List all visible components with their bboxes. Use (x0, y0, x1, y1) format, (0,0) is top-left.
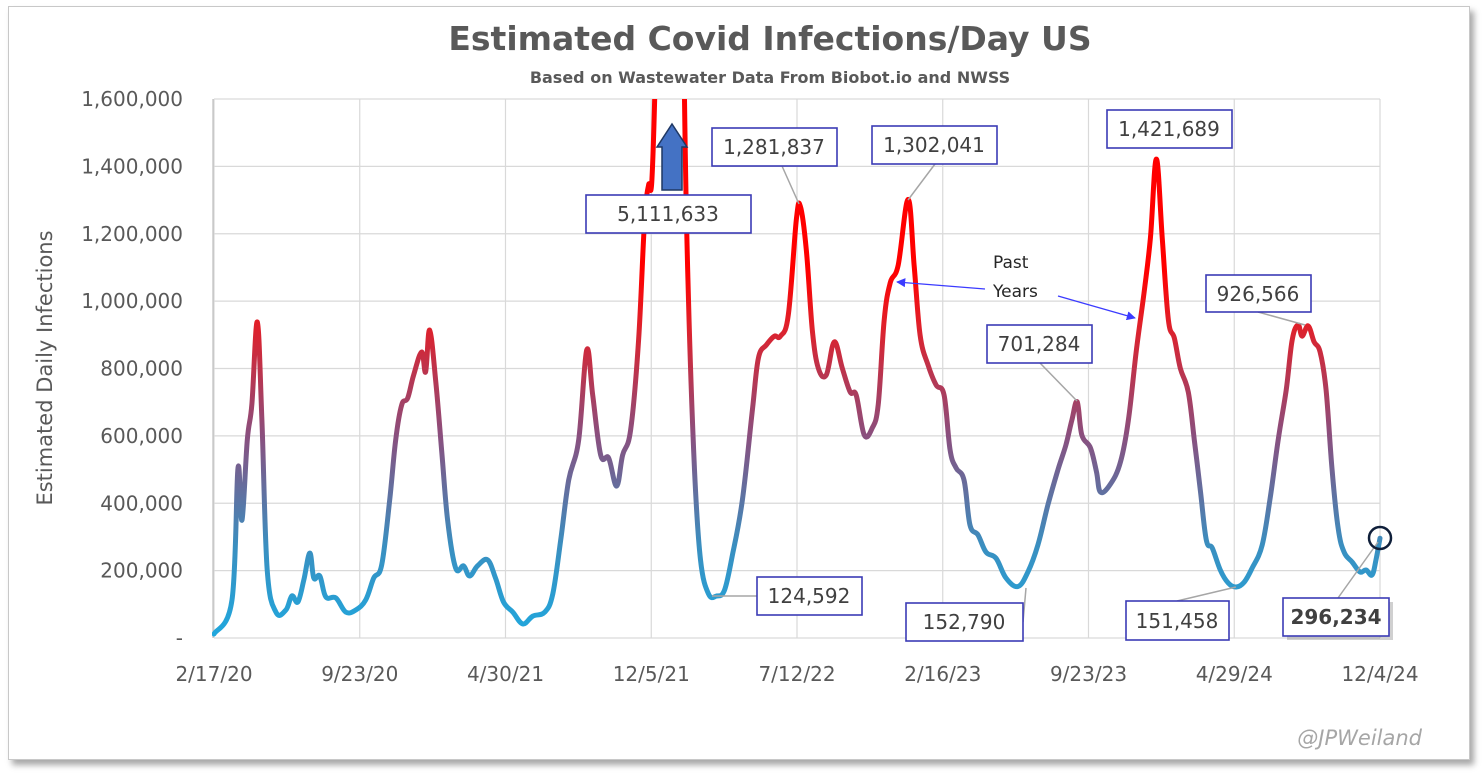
leader-line (1257, 311, 1306, 326)
past-years-arrow-right-icon (1057, 295, 1136, 321)
callout-peak-2022: 5,111,633 (585, 194, 752, 234)
callout-peak-summer-2022: 1,281,837 (711, 127, 838, 167)
x-tick-label: 2/17/20 (175, 662, 252, 686)
y-tick-label: 1,000,000 (81, 289, 183, 313)
x-tick-label: 9/23/20 (321, 662, 398, 686)
series-line (212, 99, 1383, 637)
x-tick-label: 4/29/24 (1196, 662, 1273, 686)
y-tick-label: - (176, 626, 183, 650)
current-value-circle (1367, 525, 1393, 551)
leader-line (1337, 541, 1379, 599)
x-tick-label: 2/16/23 (904, 662, 981, 686)
callout-low-2024: 151,458 (1125, 600, 1230, 641)
past-years-arrow-left-icon (896, 278, 986, 290)
off-chart-up-arrow-icon (655, 122, 689, 191)
callout-peak-winter-2023: 1,421,689 (1106, 109, 1233, 149)
svg-text:124,592: 124,592 (768, 584, 851, 608)
svg-text:926,566: 926,566 (1217, 282, 1300, 306)
x-tick-label: 4/30/21 (467, 662, 544, 686)
callout-peak-fall-2023: 701,284 (986, 324, 1093, 364)
callout-low-2023: 152,790 (905, 602, 1024, 642)
svg-text:151,458: 151,458 (1136, 609, 1219, 633)
y-tick-label: 1,600,000 (81, 87, 183, 111)
watermark: @JPWeiland (1297, 726, 1422, 750)
callout-peak-winter-2022: 1,302,041 (871, 125, 998, 165)
svg-text:296,234: 296,234 (1290, 605, 1381, 629)
leader-line (907, 163, 936, 201)
y-tick-label: 1,400,000 (81, 154, 183, 178)
leader-line (781, 165, 800, 205)
leader-line (1039, 362, 1078, 402)
svg-text:1,302,041: 1,302,041 (883, 133, 985, 157)
callout-current: 296,234 (1282, 597, 1393, 640)
y-tick-label: 1,200,000 (81, 222, 183, 246)
y-tick-labels: - 200,000 400,000 600,000 800,000 1,000,000 1,… (81, 87, 183, 650)
y-tick-label: 200,000 (100, 559, 183, 583)
svg-text:152,790: 152,790 (923, 610, 1006, 634)
svg-text:1,421,689: 1,421,689 (1118, 117, 1220, 141)
svg-text:701,284: 701,284 (998, 332, 1081, 356)
svg-text:5,111,633: 5,111,633 (617, 202, 719, 226)
callout-peak-summer-2024: 926,566 (1205, 274, 1312, 313)
chart-subtitle: Based on Wastewater Data From Biobot.io … (530, 68, 1010, 87)
x-tick-label: 9/23/23 (1050, 662, 1127, 686)
x-tick-labels: 2/17/20 9/23/20 4/30/21 12/5/21 7/12/22 2/16/… (175, 662, 1418, 686)
chart-title: Estimated Covid Infections/Day US (448, 19, 1091, 58)
x-tick-label: 7/12/22 (758, 662, 835, 686)
gridlines (212, 98, 1381, 639)
leader-line (1176, 586, 1237, 602)
y-tick-label: 800,000 (100, 357, 183, 381)
svg-text:1,281,837: 1,281,837 (723, 135, 825, 159)
x-tick-label: 12/5/21 (613, 662, 690, 686)
past-years-label-2: Years (992, 282, 1038, 302)
callout-low-2022: 124,592 (756, 576, 863, 616)
y-tick-label: 400,000 (100, 491, 183, 515)
y-axis-label: Estimated Daily Infections (33, 230, 57, 505)
x-tick-label: 12/4/24 (1341, 662, 1418, 686)
y-tick-label: 600,000 (100, 424, 183, 448)
past-years-label-1: Past (993, 253, 1029, 273)
